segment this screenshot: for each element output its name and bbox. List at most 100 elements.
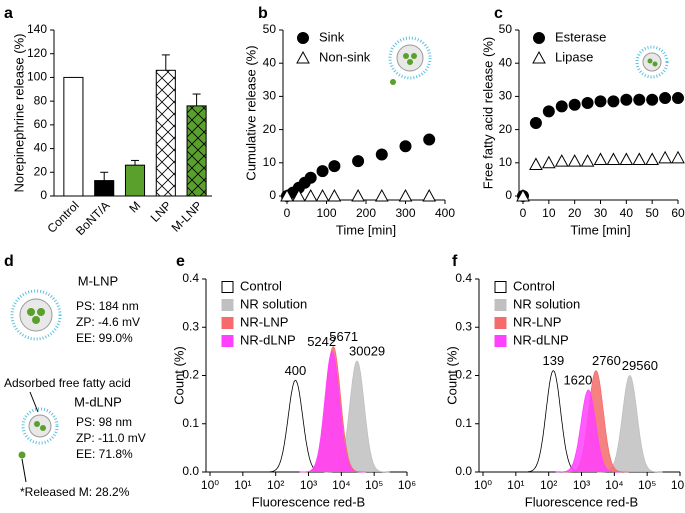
- drug-dot: [27, 308, 35, 316]
- marker: [351, 188, 365, 202]
- legend-swatch: [221, 317, 234, 329]
- y-axis-label: Count (%): [444, 346, 459, 405]
- y-axis-label: Cumulative release (%): [243, 45, 258, 180]
- y-tick-label: 0.0: [455, 464, 472, 478]
- particle-core: [28, 414, 52, 438]
- x-tick-label: 40: [620, 206, 634, 220]
- x-tick-label: 400: [435, 206, 455, 220]
- legend-label: NR solution: [513, 296, 580, 311]
- marker: [297, 32, 309, 44]
- legend-label: NR-LNP: [513, 314, 561, 329]
- y-tick-label: 30: [263, 89, 277, 103]
- marker: [633, 93, 646, 106]
- y-tick-label: 30: [499, 89, 513, 103]
- legend-swatch: [494, 335, 507, 347]
- marker: [606, 152, 621, 165]
- x-tick-label: 10⁴: [605, 478, 624, 492]
- x-tick-label: 10¹: [234, 478, 251, 492]
- x-tick-label: 0: [284, 206, 291, 220]
- y-tick-label: 0.1: [455, 416, 472, 430]
- y-tick-label: 20: [263, 122, 277, 136]
- x-tick-label: 30: [594, 206, 608, 220]
- x-tick-label: 10³: [573, 478, 590, 492]
- peak-label: 5242: [307, 334, 336, 349]
- legend-swatch: [221, 281, 234, 293]
- marker: [645, 152, 660, 165]
- released-dot: [18, 451, 26, 459]
- y-tick-label: 120: [27, 46, 47, 60]
- peak-label: 400: [285, 363, 307, 378]
- x-tick-label: 0: [520, 206, 527, 220]
- x-tick-label: 10⁶: [398, 478, 416, 492]
- y-tick-label: 0.2: [182, 368, 199, 382]
- bar: [63, 76, 84, 197]
- bar: [94, 180, 115, 197]
- drug-dot: [37, 308, 45, 316]
- x-tick-label: 60: [671, 206, 685, 220]
- y-tick-label: 0.0: [182, 464, 199, 478]
- panel-label: d: [4, 253, 14, 270]
- marker: [292, 188, 306, 202]
- y-tick-label: 40: [499, 55, 513, 69]
- marker: [280, 188, 294, 202]
- peak-label: 1620: [563, 372, 592, 387]
- y-tick-label: 50: [263, 22, 277, 36]
- particle-icon: [21, 407, 59, 445]
- marker: [532, 50, 546, 64]
- x-tick-label: 50: [645, 206, 659, 220]
- particle-core: [19, 298, 53, 332]
- y-tick-label: 0.3: [182, 319, 199, 333]
- panel-label: f: [452, 253, 458, 270]
- marker: [567, 154, 582, 167]
- peak-label: 29560: [622, 358, 658, 373]
- marker: [632, 152, 647, 165]
- marker: [594, 95, 607, 108]
- x-tick-label: 10⁵: [638, 478, 656, 492]
- diagram-text: ZP: -11.0 mV: [76, 431, 146, 445]
- marker: [529, 157, 543, 170]
- y-tick-label: 10: [263, 155, 277, 169]
- y-tick-label: 40: [263, 55, 277, 69]
- marker: [375, 148, 388, 161]
- panel-label: e: [176, 253, 185, 270]
- peak-label: 139: [543, 353, 565, 368]
- pointer: [29, 391, 39, 413]
- y-tick-label: 140: [27, 22, 47, 36]
- y-axis-label: Free fatty acid release (%): [480, 37, 495, 189]
- marker: [619, 152, 634, 165]
- legend-label: Non-sink: [319, 49, 371, 64]
- marker: [554, 154, 569, 167]
- x-tick-label: 10³: [300, 478, 317, 492]
- x-tick-label: 10: [542, 206, 556, 220]
- marker: [328, 160, 341, 173]
- y-tick-label: 40: [34, 141, 48, 155]
- legend-label: NR-dLNP: [240, 332, 296, 347]
- marker: [581, 97, 594, 110]
- marker: [542, 105, 555, 118]
- marker: [529, 116, 542, 129]
- legend-label: NR-LNP: [240, 314, 288, 329]
- legend-label: NR-dLNP: [513, 332, 569, 347]
- x-axis-label: Time [min]: [570, 222, 630, 237]
- diagram-text: PS: 184 nm: [76, 299, 139, 313]
- x-tick-label: 10²: [267, 478, 284, 492]
- x-tick-label: 10⁴: [332, 478, 351, 492]
- y-tick-label: 0.4: [455, 271, 472, 285]
- diagram-title: M-LNP: [78, 273, 118, 288]
- legend-label: Sink: [319, 29, 345, 44]
- diagram-text: ZP: -4.6 mV: [76, 315, 140, 329]
- diagram-text: EE: 99.0%: [76, 331, 133, 345]
- y-axis-label: Norepinephrine release (%): [11, 34, 26, 193]
- y-tick-label: 0: [505, 188, 512, 202]
- marker: [646, 93, 659, 106]
- x-tick-label: 10²: [540, 478, 557, 492]
- y-tick-label: 20: [34, 164, 48, 178]
- marker: [620, 93, 633, 106]
- x-axis-label: Fluorescence red-B: [252, 494, 365, 509]
- y-tick-label: 50: [499, 22, 513, 36]
- x-tick-label: 10⁰: [201, 478, 219, 492]
- y-tick-label: 60: [34, 117, 48, 131]
- marker: [607, 95, 620, 108]
- x-tick-label: 200: [356, 206, 376, 220]
